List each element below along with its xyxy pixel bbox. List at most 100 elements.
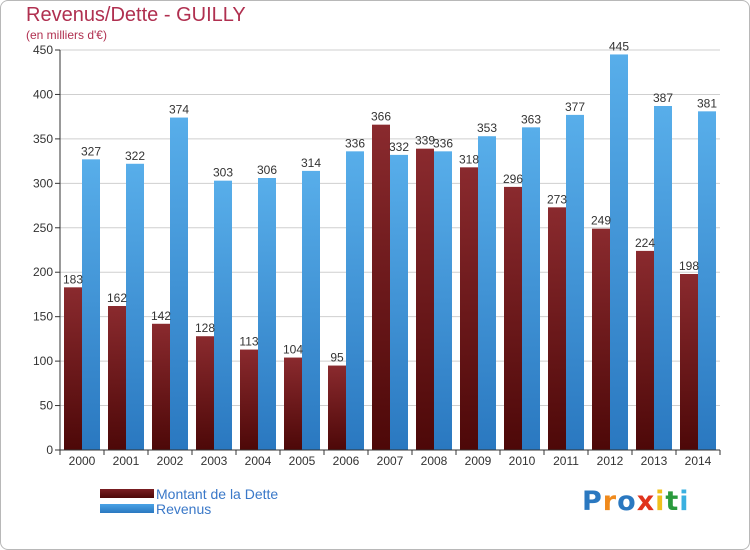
bar-revenue-label: 336 xyxy=(345,136,365,150)
bar-debt-label: 113 xyxy=(239,335,258,349)
x-tick-label: 2011 xyxy=(553,454,579,468)
bar-debt-label: 339 xyxy=(415,134,435,148)
y-tick-label: 200 xyxy=(33,265,53,279)
bar-revenue xyxy=(654,106,672,450)
data-labels: 183 327 162 322 142 374 128 303 113 306 104 314 95 33… xyxy=(63,39,717,364)
logo-letter: r xyxy=(602,486,618,517)
bar-debt xyxy=(680,274,698,450)
bar-debt-label: 142 xyxy=(151,309,171,323)
legend-label-debt: Montant de la Dette xyxy=(156,485,279,502)
y-tick-label: 250 xyxy=(33,221,53,235)
bar-debt-label: 249 xyxy=(591,214,611,228)
bar-revenue xyxy=(258,178,276,450)
bar-debt xyxy=(636,250,654,450)
x-tick-label: 2010 xyxy=(509,454,536,468)
y-tick-label: 100 xyxy=(33,354,53,368)
bar-revenue-label: 303 xyxy=(213,166,233,180)
bar-revenue xyxy=(82,159,100,451)
y-tick-label: 150 xyxy=(33,310,53,324)
logo-letter: P xyxy=(582,486,603,517)
chart-subtitle: (en milliers d'€) xyxy=(26,28,107,42)
bar-debt xyxy=(372,124,390,451)
bar-debt xyxy=(240,349,258,450)
legend-swatch-debt xyxy=(100,489,154,498)
bar-debt-label: 95 xyxy=(330,351,344,365)
proxiti-logo: Proxiti xyxy=(582,486,690,517)
bar-debt-label: 296 xyxy=(503,172,523,186)
x-tick-label: 2006 xyxy=(333,454,360,468)
bar-revenue-label: 387 xyxy=(653,91,673,105)
legend-swatch-revenue xyxy=(100,504,154,513)
chart-title: Revenus/Dette - GUILLY xyxy=(26,4,246,26)
bar-revenue-label: 353 xyxy=(477,121,497,135)
bar-debt-label: 183 xyxy=(63,272,83,286)
bar-debt-label: 224 xyxy=(635,236,655,250)
bar-revenue xyxy=(698,111,716,450)
bar-revenue-label: 374 xyxy=(169,103,189,117)
bar-debt xyxy=(460,167,478,451)
bar-revenue xyxy=(566,114,584,450)
bar-revenue xyxy=(214,180,232,450)
bar-revenue-label: 363 xyxy=(521,112,541,126)
x-tick-label: 2009 xyxy=(465,454,492,468)
bar-debt xyxy=(328,365,346,450)
legend-item-debt: Montant de la Dette xyxy=(100,485,279,502)
bar-debt xyxy=(592,228,610,450)
bar-debt-label: 366 xyxy=(371,110,391,124)
bar-debt-label: 273 xyxy=(547,192,567,206)
legend-label-revenue: Revenus xyxy=(156,500,212,517)
x-tick-label: 2002 xyxy=(157,454,184,468)
y-tick-label: 300 xyxy=(33,176,53,190)
bar-debt xyxy=(284,357,302,450)
x-tick-label: 2008 xyxy=(421,454,448,468)
bar-debt xyxy=(64,287,82,450)
y-tick-label: 350 xyxy=(33,132,53,146)
bar-debt-label: 198 xyxy=(679,259,699,273)
bar-revenue-label: 327 xyxy=(81,144,101,158)
bar-revenue-label: 314 xyxy=(301,156,321,170)
bars xyxy=(64,54,716,451)
x-axis-ticks: 2000 2001 2002 2003 2004 2005 2006 2007 2008 2009… xyxy=(59,450,721,468)
bar-revenue xyxy=(478,136,496,450)
logo-letter: i xyxy=(679,486,690,517)
y-tick-label: 50 xyxy=(40,399,54,413)
legend: Montant de la Dette Revenus xyxy=(100,485,279,517)
legend-item-revenue: Revenus xyxy=(100,500,278,517)
x-tick-label: 2000 xyxy=(69,454,96,468)
bar-debt-label: 162 xyxy=(107,291,127,305)
bar-revenue-label: 322 xyxy=(125,149,145,163)
bar-revenue xyxy=(346,151,364,451)
x-tick-label: 2014 xyxy=(685,454,712,468)
bar-revenue xyxy=(302,170,320,450)
logo-letter: x xyxy=(636,486,656,517)
logo-letter: o xyxy=(617,486,637,517)
bar-debt-label: 104 xyxy=(283,343,303,357)
bar-debt xyxy=(548,207,566,450)
y-tick-label: 450 xyxy=(33,43,53,57)
y-tick-label: 400 xyxy=(33,87,53,101)
bar-debt-label: 128 xyxy=(195,321,215,335)
bar-revenue xyxy=(390,154,408,450)
bar-revenue xyxy=(126,163,144,450)
x-tick-label: 2005 xyxy=(289,454,316,468)
bar-revenue-label: 332 xyxy=(389,140,409,154)
bar-revenue-label: 377 xyxy=(565,100,585,114)
bar-debt xyxy=(108,306,126,450)
bar-debt-label: 318 xyxy=(459,152,479,166)
bar-revenue-label: 445 xyxy=(609,39,629,53)
x-tick-label: 2001 xyxy=(113,454,140,468)
bar-debt xyxy=(152,323,170,450)
x-tick-label: 2007 xyxy=(377,454,404,468)
bar-debt xyxy=(504,186,522,450)
bar-revenue xyxy=(434,151,452,451)
bar-revenue xyxy=(170,117,188,451)
logo-letter: i xyxy=(655,486,666,517)
bar-debt xyxy=(196,336,214,450)
bar-revenue-label: 306 xyxy=(257,163,277,177)
bar-revenue xyxy=(610,54,628,450)
y-tick-label: 0 xyxy=(46,443,53,457)
x-tick-label: 2012 xyxy=(597,454,624,468)
x-tick-label: 2013 xyxy=(641,454,668,468)
y-axis-ticks: 0 50 100 150 200 250 300 350 400 450 xyxy=(33,43,60,457)
